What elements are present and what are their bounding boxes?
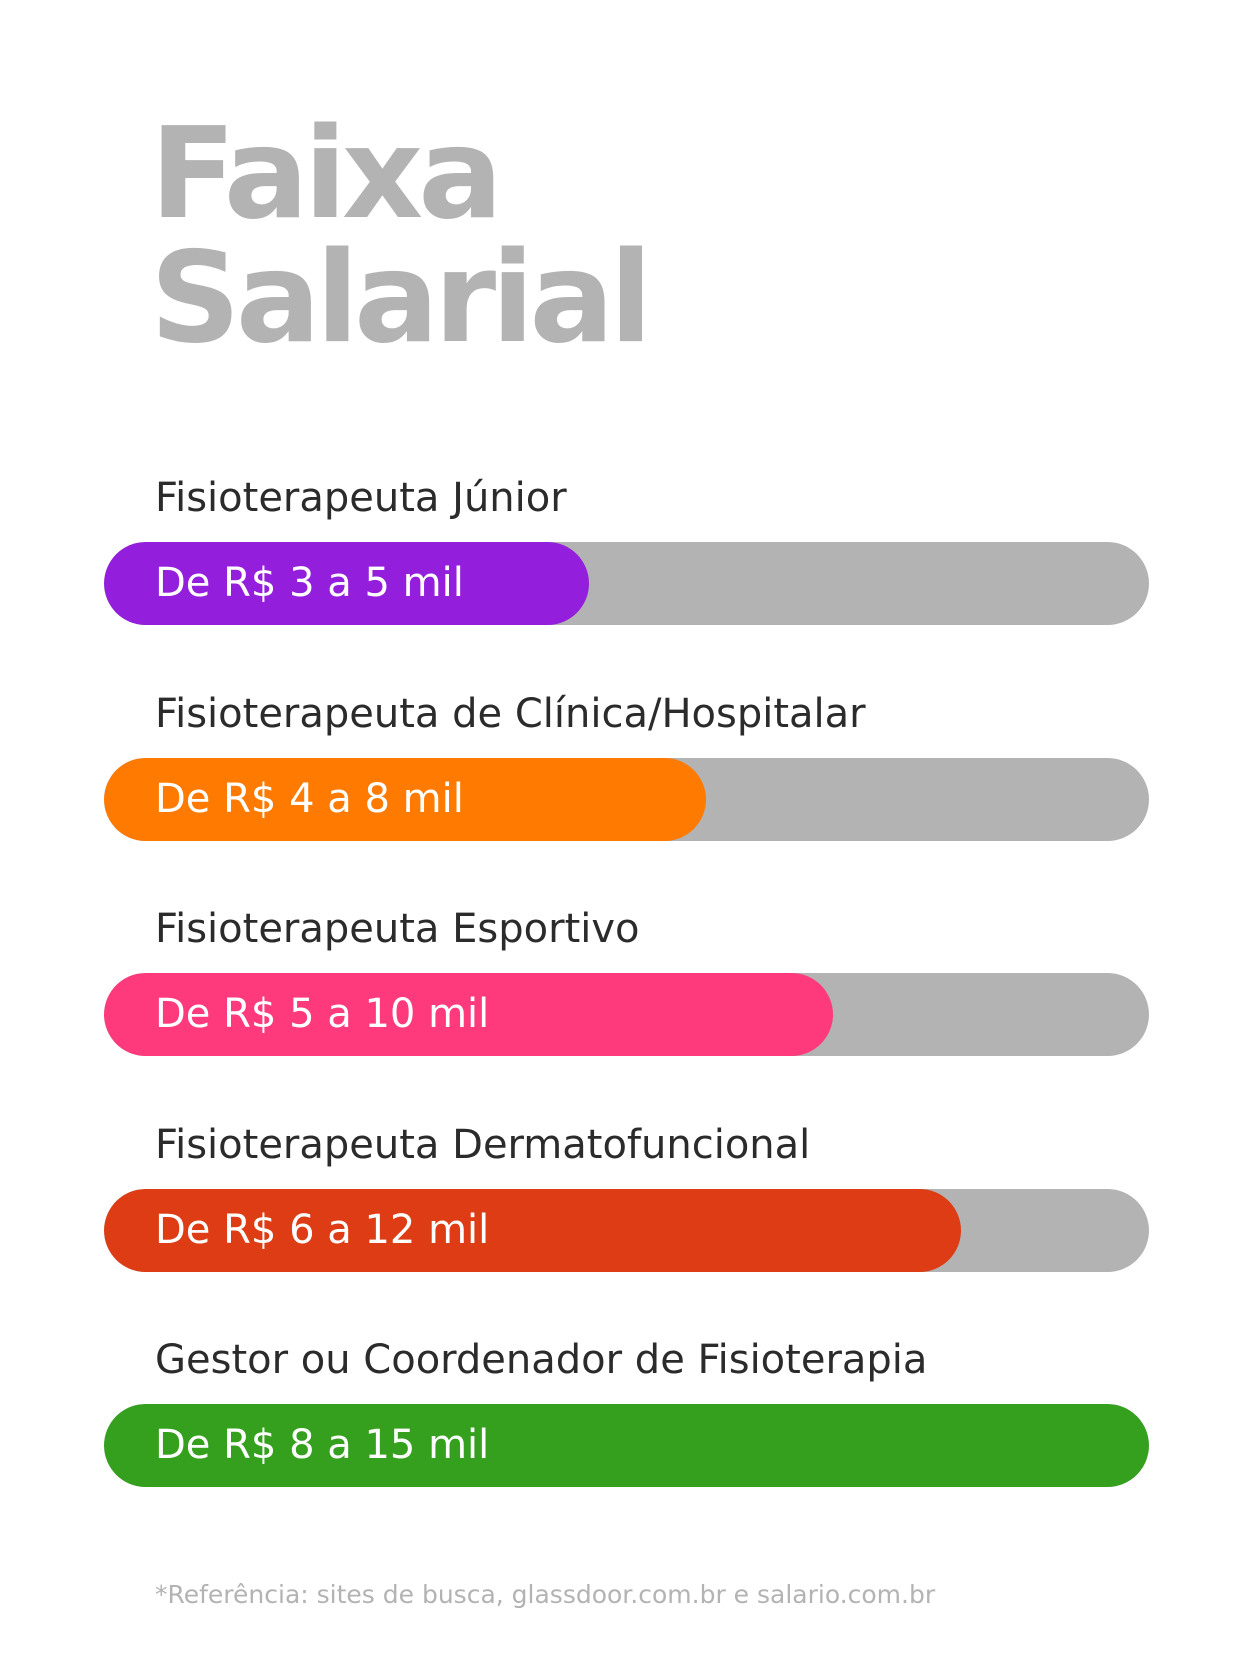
salary-item: Fisioterapeuta Dermatofuncional De R$ 6 … <box>0 1121 1250 1321</box>
salary-bar-fill <box>104 1404 1149 1487</box>
title-line-2: Salarial <box>150 224 653 371</box>
salary-range-text: De R$ 6 a 12 mil <box>155 1206 490 1253</box>
salary-range-text: De R$ 3 a 5 mil <box>155 560 464 606</box>
role-label: Fisioterapeuta Júnior <box>155 475 567 521</box>
salary-bar-track: De R$ 4 a 8 mil <box>104 757 1149 841</box>
role-label: Gestor ou Coordenador de Fisioterapia <box>155 1337 928 1383</box>
page-title: Faixa Salarial <box>150 111 653 361</box>
role-label: Fisioterapeuta Dermatofuncional <box>155 1121 811 1168</box>
role-label: Fisioterapeuta de Clínica/Hospitalar <box>155 690 866 737</box>
salary-item: Fisioterapeuta Júnior De R$ 3 a 5 mil <box>0 474 1250 674</box>
salary-bar-track: De R$ 3 a 5 mil <box>104 542 1149 625</box>
salary-bar-fill <box>104 542 589 625</box>
reference-footnote: *Referência: sites de busca, glassdoor.c… <box>155 1580 936 1609</box>
salary-bar-track: De R$ 5 a 10 mil <box>104 973 1149 1056</box>
salary-bar-track: De R$ 6 a 12 mil <box>104 1188 1149 1272</box>
salary-range-text: De R$ 5 a 10 mil <box>155 991 490 1037</box>
salary-range-text: De R$ 4 a 8 mil <box>155 775 464 822</box>
salary-bar-track: De R$ 8 a 15 mil <box>104 1404 1149 1487</box>
salary-item: Gestor ou Coordenador de Fisioterapia De… <box>0 1336 1250 1536</box>
title-line-1: Faixa <box>150 100 503 247</box>
salary-range-text: De R$ 8 a 15 mil <box>155 1422 490 1468</box>
salary-item: Fisioterapeuta Esportivo De R$ 5 a 10 mi… <box>0 905 1250 1105</box>
salary-bar-fill <box>104 1188 961 1272</box>
salary-bar-fill <box>104 757 706 841</box>
role-label: Fisioterapeuta Esportivo <box>155 906 640 952</box>
salary-bar-fill <box>104 973 834 1056</box>
salary-item: Fisioterapeuta de Clínica/Hospitalar De … <box>0 690 1250 890</box>
